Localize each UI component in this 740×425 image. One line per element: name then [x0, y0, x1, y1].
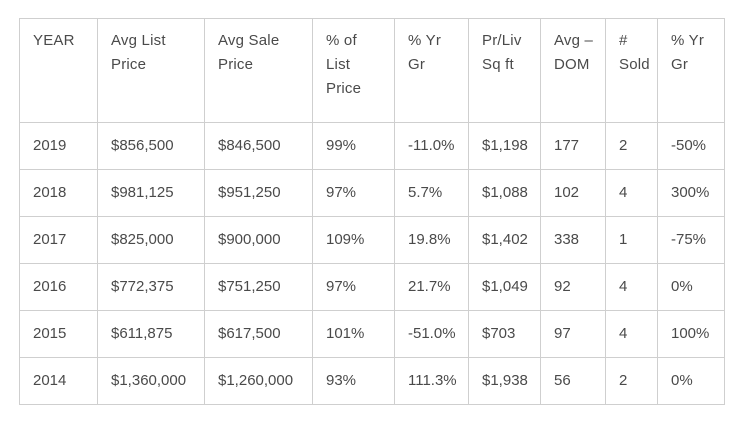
cell-pct-of-list: 97%	[312, 263, 395, 311]
cell-year: 2017	[19, 216, 98, 264]
cell-avg-sale-price: $1,260,000	[204, 357, 313, 405]
column-header-price-per-living-sqft: Pr/Liv Sq ft	[468, 18, 541, 123]
cell-avg-list-price: $611,875	[97, 310, 205, 358]
cell-avg-dom: 338	[540, 216, 606, 264]
table-row-2018: 2018 $981,125 $951,250 97% 5.7% $1,088 1…	[19, 169, 725, 217]
cell-avg-sale-price: $617,500	[204, 310, 313, 358]
cell-price-per-sqft: $1,049	[468, 263, 541, 311]
cell-avg-list-price: $856,500	[97, 122, 205, 170]
cell-avg-sale-price: $951,250	[204, 169, 313, 217]
cell-pct-of-list: 97%	[312, 169, 395, 217]
table-row-2015: 2015 $611,875 $617,500 101% -51.0% $703 …	[19, 310, 725, 358]
cell-num-sold: 4	[605, 169, 658, 217]
column-header-year: YEAR	[19, 18, 98, 123]
table-row-2014: 2014 $1,360,000 $1,260,000 93% 111.3% $1…	[19, 357, 725, 405]
cell-pct-of-list: 101%	[312, 310, 395, 358]
column-header-pct-yr-gr-sale: % Yr Gr	[394, 18, 469, 123]
cell-avg-sale-price: $846,500	[204, 122, 313, 170]
header-row: YEAR Avg List Price Avg Sale Price % of …	[19, 18, 725, 123]
cell-year: 2014	[19, 357, 98, 405]
cell-pct-of-list: 109%	[312, 216, 395, 264]
cell-avg-dom: 102	[540, 169, 606, 217]
column-header-avg-sale-price: Avg Sale Price	[204, 18, 313, 123]
cell-num-sold: 4	[605, 263, 658, 311]
column-header-pct-of-list-price: % of List Price	[312, 18, 395, 123]
cell-pct-yr-gr: 19.8%	[394, 216, 469, 264]
cell-avg-sale-price: $751,250	[204, 263, 313, 311]
cell-avg-dom: 56	[540, 357, 606, 405]
cell-price-per-sqft: $1,088	[468, 169, 541, 217]
cell-pct-yr-gr: -11.0%	[394, 122, 469, 170]
cell-num-sold: 2	[605, 122, 658, 170]
cell-pct-yr-gr-sold: 100%	[657, 310, 725, 358]
cell-year: 2018	[19, 169, 98, 217]
cell-pct-yr-gr-sold: -50%	[657, 122, 725, 170]
cell-pct-of-list: 93%	[312, 357, 395, 405]
cell-pct-yr-gr: 111.3%	[394, 357, 469, 405]
cell-avg-dom: 177	[540, 122, 606, 170]
table-row-2019: 2019 $856,500 $846,500 99% -11.0% $1,198…	[19, 122, 725, 170]
yearly-real-estate-stats-table: YEAR Avg List Price Avg Sale Price % of …	[19, 18, 725, 405]
cell-num-sold: 4	[605, 310, 658, 358]
cell-pct-yr-gr-sold: -75%	[657, 216, 725, 264]
cell-pct-yr-gr-sold: 0%	[657, 263, 725, 311]
cell-avg-sale-price: $900,000	[204, 216, 313, 264]
cell-avg-list-price: $1,360,000	[97, 357, 205, 405]
cell-avg-list-price: $981,125	[97, 169, 205, 217]
cell-pct-of-list: 99%	[312, 122, 395, 170]
cell-num-sold: 1	[605, 216, 658, 264]
cell-price-per-sqft: $1,402	[468, 216, 541, 264]
cell-price-per-sqft: $703	[468, 310, 541, 358]
cell-pct-yr-gr-sold: 0%	[657, 357, 725, 405]
cell-avg-list-price: $825,000	[97, 216, 205, 264]
cell-pct-yr-gr: 21.7%	[394, 263, 469, 311]
cell-year: 2015	[19, 310, 98, 358]
cell-price-per-sqft: $1,938	[468, 357, 541, 405]
cell-num-sold: 2	[605, 357, 658, 405]
column-header-avg-dom: Avg – DOM	[540, 18, 606, 123]
cell-pct-yr-gr: -51.0%	[394, 310, 469, 358]
cell-avg-dom: 92	[540, 263, 606, 311]
cell-price-per-sqft: $1,198	[468, 122, 541, 170]
cell-year: 2019	[19, 122, 98, 170]
cell-pct-yr-gr: 5.7%	[394, 169, 469, 217]
cell-pct-yr-gr-sold: 300%	[657, 169, 725, 217]
table-row-2016: 2016 $772,375 $751,250 97% 21.7% $1,049 …	[19, 263, 725, 311]
cell-year: 2016	[19, 263, 98, 311]
column-header-num-sold: # Sold	[605, 18, 658, 123]
stats-table: YEAR Avg List Price Avg Sale Price % of …	[19, 18, 725, 405]
column-header-pct-yr-gr-sold: % Yr Gr	[657, 18, 725, 123]
table-row-2017: 2017 $825,000 $900,000 109% 19.8% $1,402…	[19, 216, 725, 264]
cell-avg-dom: 97	[540, 310, 606, 358]
cell-avg-list-price: $772,375	[97, 263, 205, 311]
column-header-avg-list-price: Avg List Price	[97, 18, 205, 123]
